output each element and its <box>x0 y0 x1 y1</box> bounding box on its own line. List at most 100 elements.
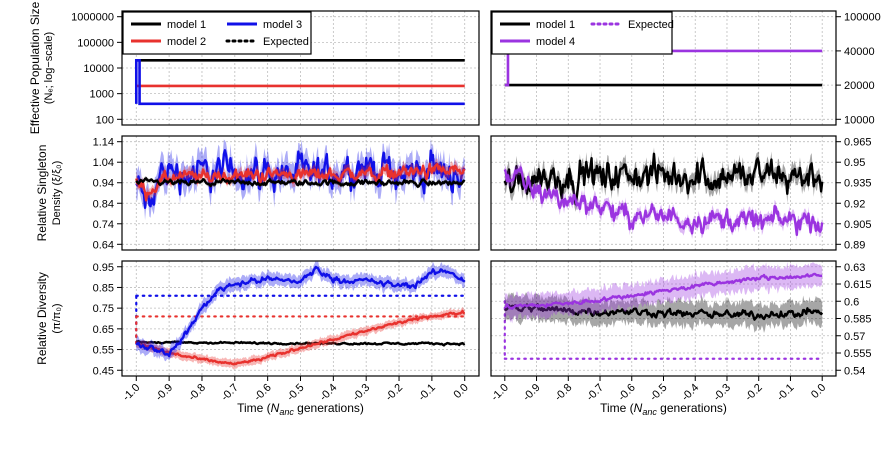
x-tick-label: -0.8 <box>553 382 575 404</box>
grid <box>491 261 836 376</box>
y-tick-label: 0.965 <box>844 137 872 149</box>
y-tick-label: 0.95 <box>93 262 114 274</box>
plot-area <box>135 138 466 221</box>
series-line-model1 <box>136 339 466 347</box>
y-tick-label: 1.14 <box>93 137 114 149</box>
y-tick-label: 1000 <box>90 89 114 101</box>
y-tick-label: 100000 <box>77 37 114 49</box>
y-tick-label: 1000000 <box>71 12 114 24</box>
x-tick-label: -0.2 <box>383 382 405 404</box>
x-axis: -1.0 -0.9 -0.8 -0.7 -0.6 -0.5 -0.4 -0.3 -0.2 -0.1… <box>121 376 828 404</box>
y-tick-label: 0.45 <box>93 365 114 377</box>
y-tick-label: 0.905 <box>844 219 872 231</box>
y-ticks: 0.64 0.74 0.84 0.94 1.04 1.14 <box>93 137 122 251</box>
panel-singleton-left: 0.64 0.74 0.84 0.94 1.04 1.14 <box>93 135 480 251</box>
y-tick-label: 0.615 <box>844 279 872 291</box>
band-model2 <box>136 306 465 370</box>
series-line-model1 <box>503 152 824 206</box>
series-line-model3 <box>134 58 465 106</box>
y-ticks: 10000 20000 40000 100000 <box>836 12 881 126</box>
y-tick-label: 100 <box>96 114 114 126</box>
y-tick-label: 0.57 <box>844 331 865 343</box>
x-axis-titles: Time (Nanc generations) Time (Nanc genera… <box>237 401 727 417</box>
y-tick-label: 10000 <box>83 63 114 75</box>
y-tick-label: 0.85 <box>93 282 114 294</box>
x-tick-label: -0.8 <box>186 382 208 404</box>
legend-label: model 4 <box>536 36 575 48</box>
x-tick-label: 0.0 <box>809 382 828 401</box>
y-tick-label: 40000 <box>844 46 875 58</box>
legend-box <box>122 11 312 55</box>
x-tick-label: -0.9 <box>521 382 543 404</box>
legend-box <box>491 11 673 55</box>
y-tick-label: 0.95 <box>844 157 865 169</box>
legend-label: model 2 <box>167 36 206 48</box>
legend-label: Expected <box>263 36 309 48</box>
y-axis-title-line: Effective Population Size <box>28 1 42 134</box>
panel-frame <box>490 10 837 126</box>
y-tick-label: 0.935 <box>844 178 872 190</box>
y-axis-title-line: Density (ξ/ξ₀) <box>51 161 63 226</box>
x-axis-title: Time (Nanc generations) <box>600 401 727 417</box>
series-line-model3 <box>135 265 466 358</box>
x-tick-label: -1.0 <box>121 382 143 404</box>
y-axis-title-line: (Nₑ; log−scale) <box>43 32 55 104</box>
grid <box>122 261 479 376</box>
legend: model 1 Expected model 4 <box>491 11 674 55</box>
plot-area <box>503 262 824 360</box>
grid <box>491 136 836 250</box>
y-ticks: 0.89 0.905 0.92 0.935 0.95 0.965 <box>836 137 872 251</box>
y-tick-label: 0.75 <box>93 303 114 315</box>
x-tick-label: 0.0 <box>452 382 471 401</box>
y-tick-label: 10000 <box>844 114 875 126</box>
x-tick-label: -0.2 <box>743 382 765 404</box>
y-tick-label: 0.84 <box>93 198 114 210</box>
x-tick-label: -0.9 <box>153 382 175 404</box>
plot-area <box>135 261 466 370</box>
band-model4 <box>504 161 823 241</box>
x-axis-title: Time (Nanc generations) <box>237 401 364 417</box>
y-ticks: 0.54 0.555 0.57 0.585 0.6 0.615 0.63 <box>836 262 872 377</box>
panel-frame <box>490 135 837 251</box>
series-line-model1 <box>504 303 824 321</box>
y-ticks: 100 1000 10000 100000 1000000 <box>71 12 122 126</box>
plot-area <box>503 147 824 241</box>
y-tick-label: 0.585 <box>844 314 872 326</box>
band-model4 <box>504 262 823 324</box>
y-axis-title-line: (π/π₀) <box>51 303 63 333</box>
y-axis-labels: Effective Population Size (Nₑ; log−scale)… <box>28 1 63 364</box>
x-tick-label: -1.0 <box>489 382 511 404</box>
band-model1 <box>504 147 823 212</box>
y-tick-label: 0.64 <box>93 239 114 251</box>
y-tick-label: 0.65 <box>93 324 114 336</box>
y-ticks: 0.45 0.55 0.65 0.75 0.85 0.95 <box>93 262 122 377</box>
panel-frame <box>121 135 480 251</box>
y-tick-label: 1.04 <box>93 157 114 169</box>
series-line-model3 <box>135 149 466 209</box>
series-line-model1 <box>135 177 466 188</box>
y-tick-label: 0.6 <box>844 296 859 308</box>
legend-label: model 3 <box>263 19 302 31</box>
panel-diversity-left: 0.45 0.55 0.65 0.75 0.85 0.95 <box>93 260 480 377</box>
y-tick-label: 100000 <box>844 12 881 24</box>
legend-label: model 1 <box>167 19 206 31</box>
panel-diversity-right: 0.54 0.555 0.57 0.585 0.6 0.615 0.63 <box>490 260 872 377</box>
y-tick-label: 0.55 <box>93 345 114 357</box>
series-line-model2 <box>135 309 466 366</box>
panel-singleton-right: 0.89 0.905 0.92 0.935 0.95 0.965 <box>490 135 872 251</box>
legend-label: model 1 <box>536 19 575 31</box>
series-line-model2 <box>135 162 466 202</box>
y-tick-label: 0.555 <box>844 348 872 360</box>
legend: model 1 model 3 model 2 Expected <box>122 11 312 55</box>
legend-label: Expected <box>628 19 674 31</box>
y-tick-label: 0.54 <box>844 365 865 377</box>
plot-area <box>134 58 465 106</box>
series-line-model4 <box>503 166 824 237</box>
x-tick-label: -0.1 <box>416 382 438 404</box>
y-tick-label: 0.74 <box>93 219 114 231</box>
y-tick-label: 0.92 <box>844 198 865 210</box>
